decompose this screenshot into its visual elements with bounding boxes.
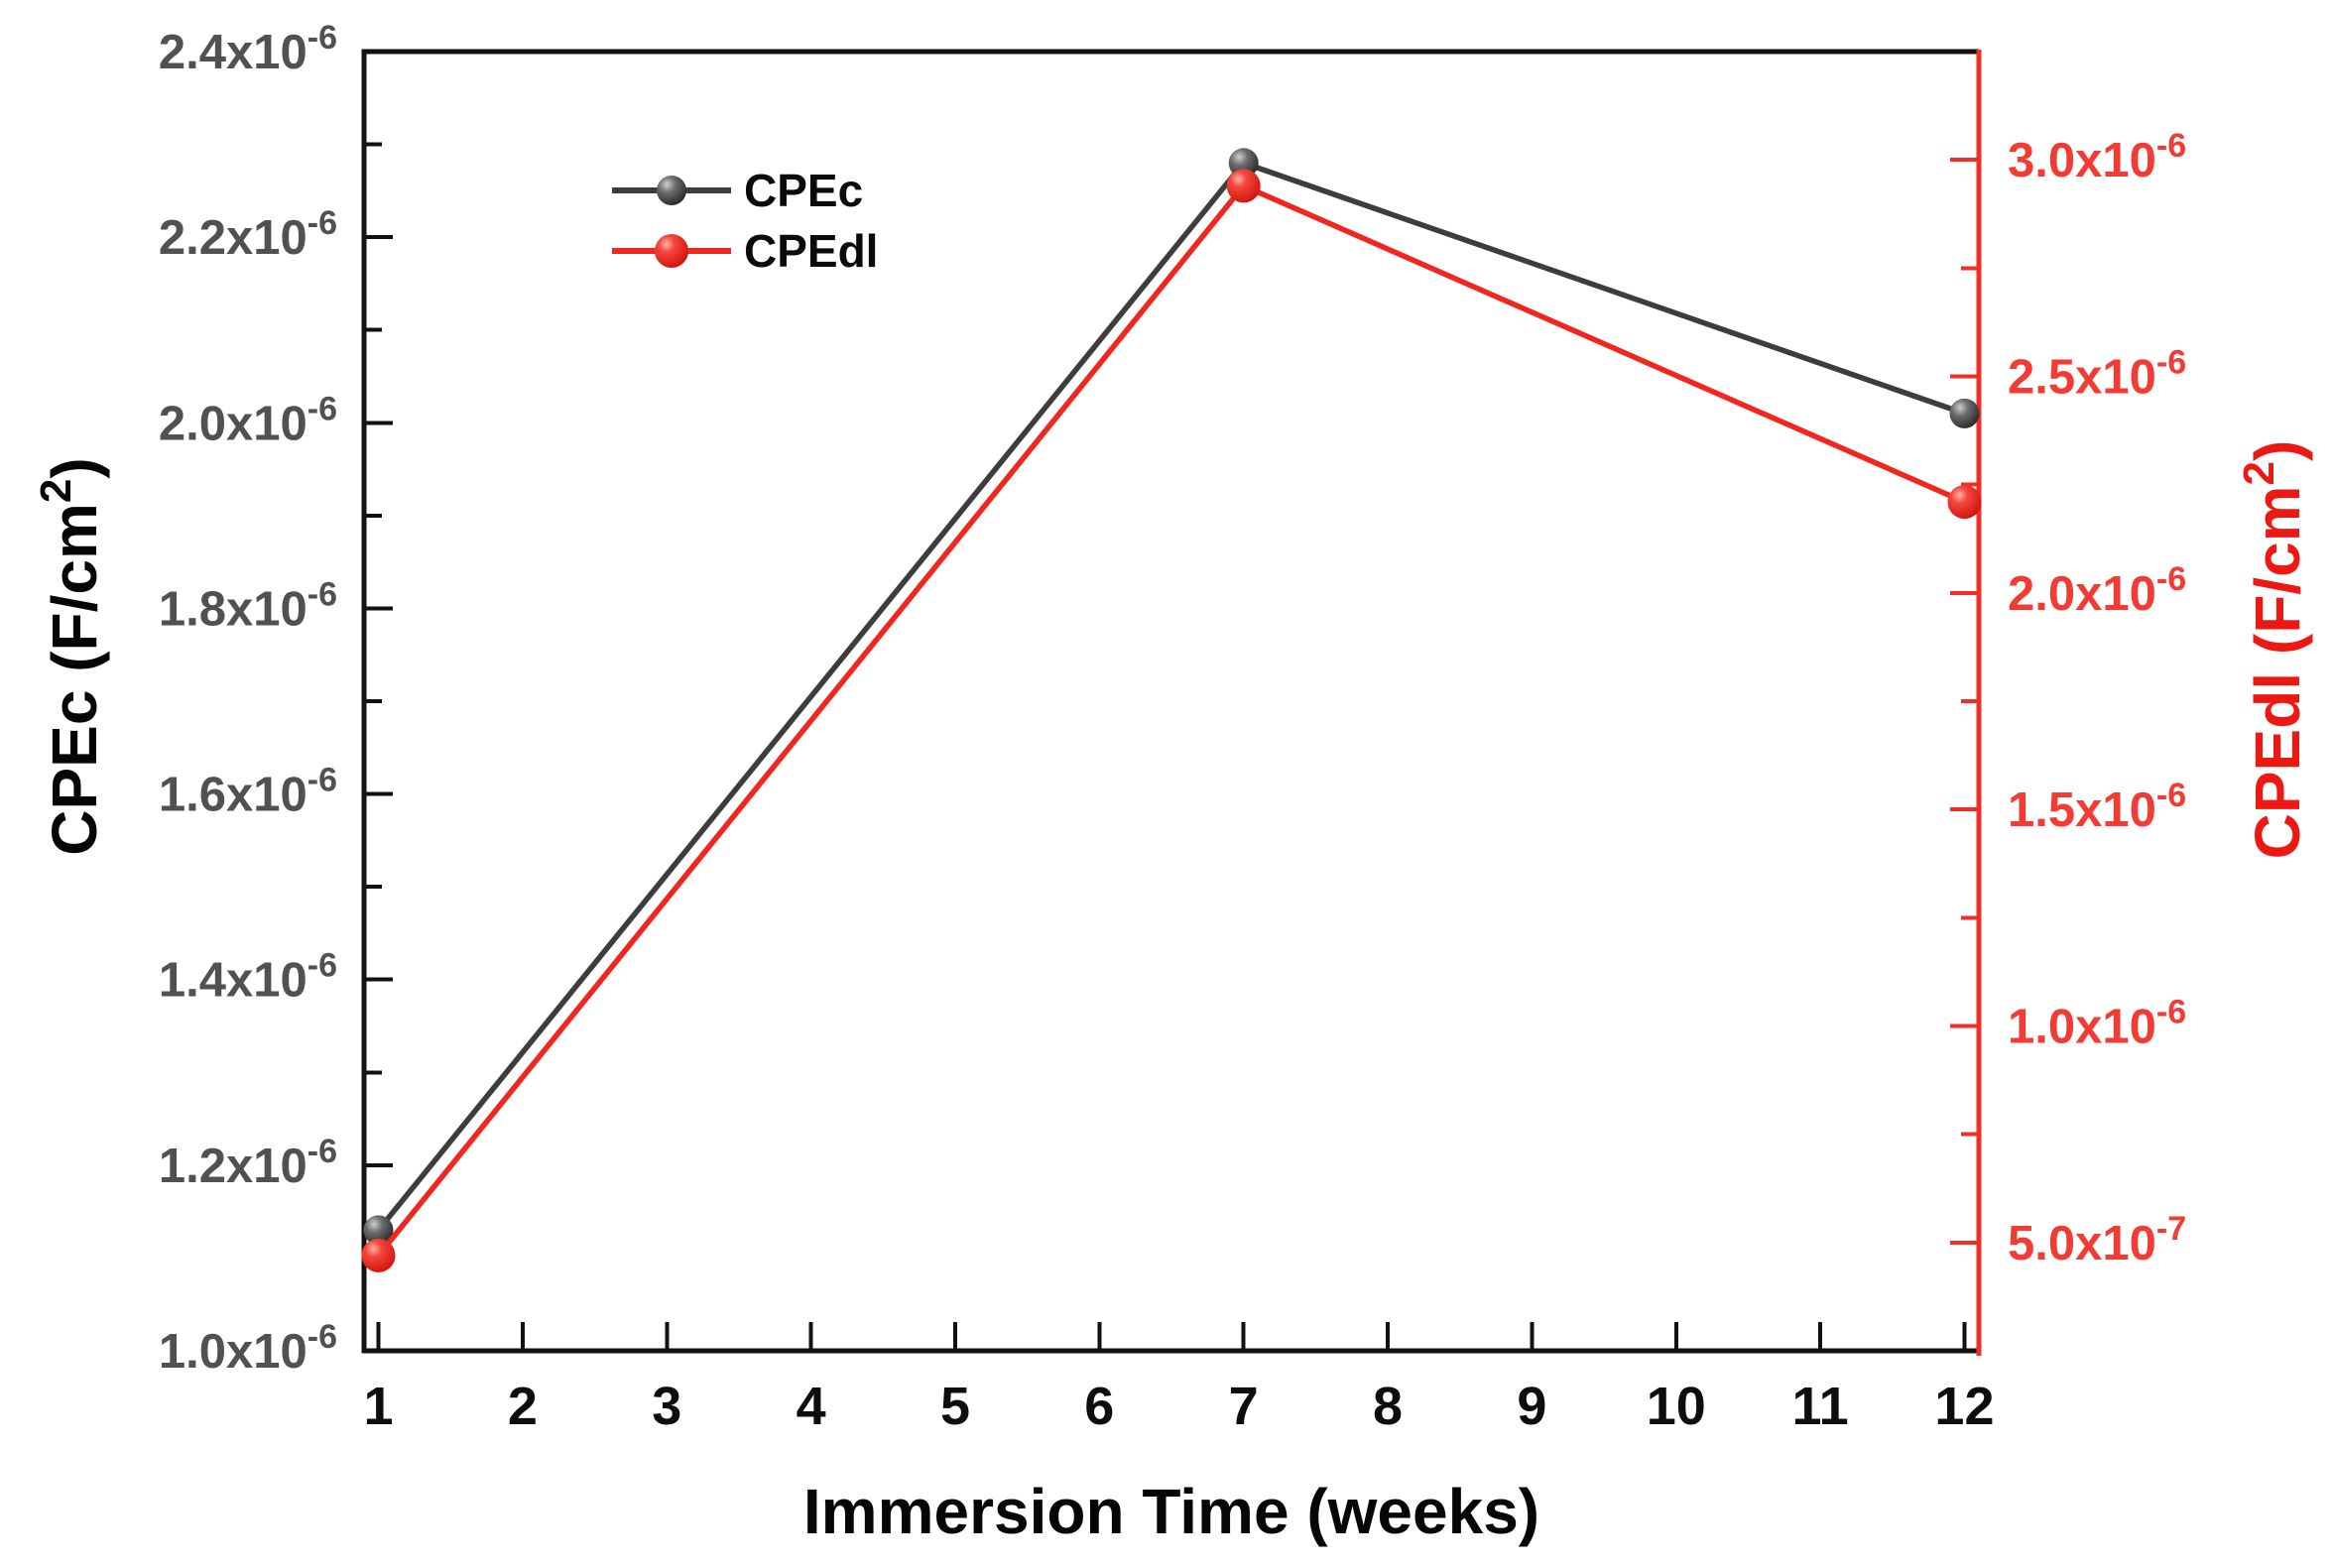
right-axis-tick-label: 1.5x10-6 [2008, 777, 2186, 837]
x-axis-tick-label: 9 [1517, 1377, 1546, 1436]
legend-label: CPEc [744, 165, 863, 216]
cpedl-marker [361, 1238, 396, 1272]
legend-marker-sample [657, 176, 686, 205]
left-axis-tick-label: 1.8x10-6 [159, 575, 337, 636]
x-axis-tick-label: 7 [1229, 1377, 1259, 1436]
right-axis-tick-label: 1.0x10-6 [2008, 994, 2186, 1054]
left-axis-tick-label: 2.0x10-6 [159, 390, 337, 450]
legend-label: CPEdl [744, 225, 878, 277]
right-axis-tick-label: 3.0x10-6 [2008, 127, 2186, 187]
cpec-marker [1228, 148, 1259, 179]
left-axis-tick-label: 1.2x10-6 [159, 1133, 337, 1193]
x-axis-tick-label: 12 [1934, 1377, 1994, 1436]
legend-marker-sample [655, 234, 688, 268]
cpec-line [376, 160, 1966, 1233]
x-axis-tick-label: 11 [1792, 1377, 1849, 1436]
cpec-marker [1949, 398, 1980, 428]
x-axis-tick-label: 6 [1084, 1377, 1114, 1436]
left-axis-tick-label: 1.0x10-6 [159, 1318, 337, 1379]
x-axis-tick-label: 4 [797, 1377, 826, 1436]
right-axis-tick-label: 5.0x10-7 [2008, 1210, 2186, 1270]
x-axis-tick-label: 2 [508, 1377, 538, 1436]
cpec-marker [363, 1215, 394, 1246]
x-axis-tick-label: 1 [364, 1377, 394, 1436]
right-axis-tick-label: 2.0x10-6 [2008, 560, 2186, 621]
right-axis-title: CPEdl (F/cm2) [2235, 440, 2313, 860]
cpedl-marker [1226, 169, 1261, 203]
right-axis-tick-label: 2.5x10-6 [2008, 344, 2186, 405]
x-axis-tick-label: 10 [1647, 1377, 1706, 1436]
cpedl-line [376, 182, 1966, 1258]
left-axis-tick-label: 2.4x10-6 [159, 19, 337, 79]
cpedl-marker [1947, 485, 1982, 520]
x-axis-title: Immersion Time (weeks) [802, 1476, 1540, 1547]
left-axis-tick-label: 2.2x10-6 [159, 204, 337, 265]
left-axis-title: CPEc (F/cm2) [32, 457, 110, 855]
x-axis-tick-label: 5 [940, 1377, 970, 1436]
left-axis-tick-label: 1.4x10-6 [159, 947, 337, 1008]
left-axis-tick-label: 1.6x10-6 [159, 762, 337, 822]
x-axis-tick-label: 3 [652, 1377, 681, 1436]
x-axis-tick-label: 8 [1373, 1377, 1403, 1436]
